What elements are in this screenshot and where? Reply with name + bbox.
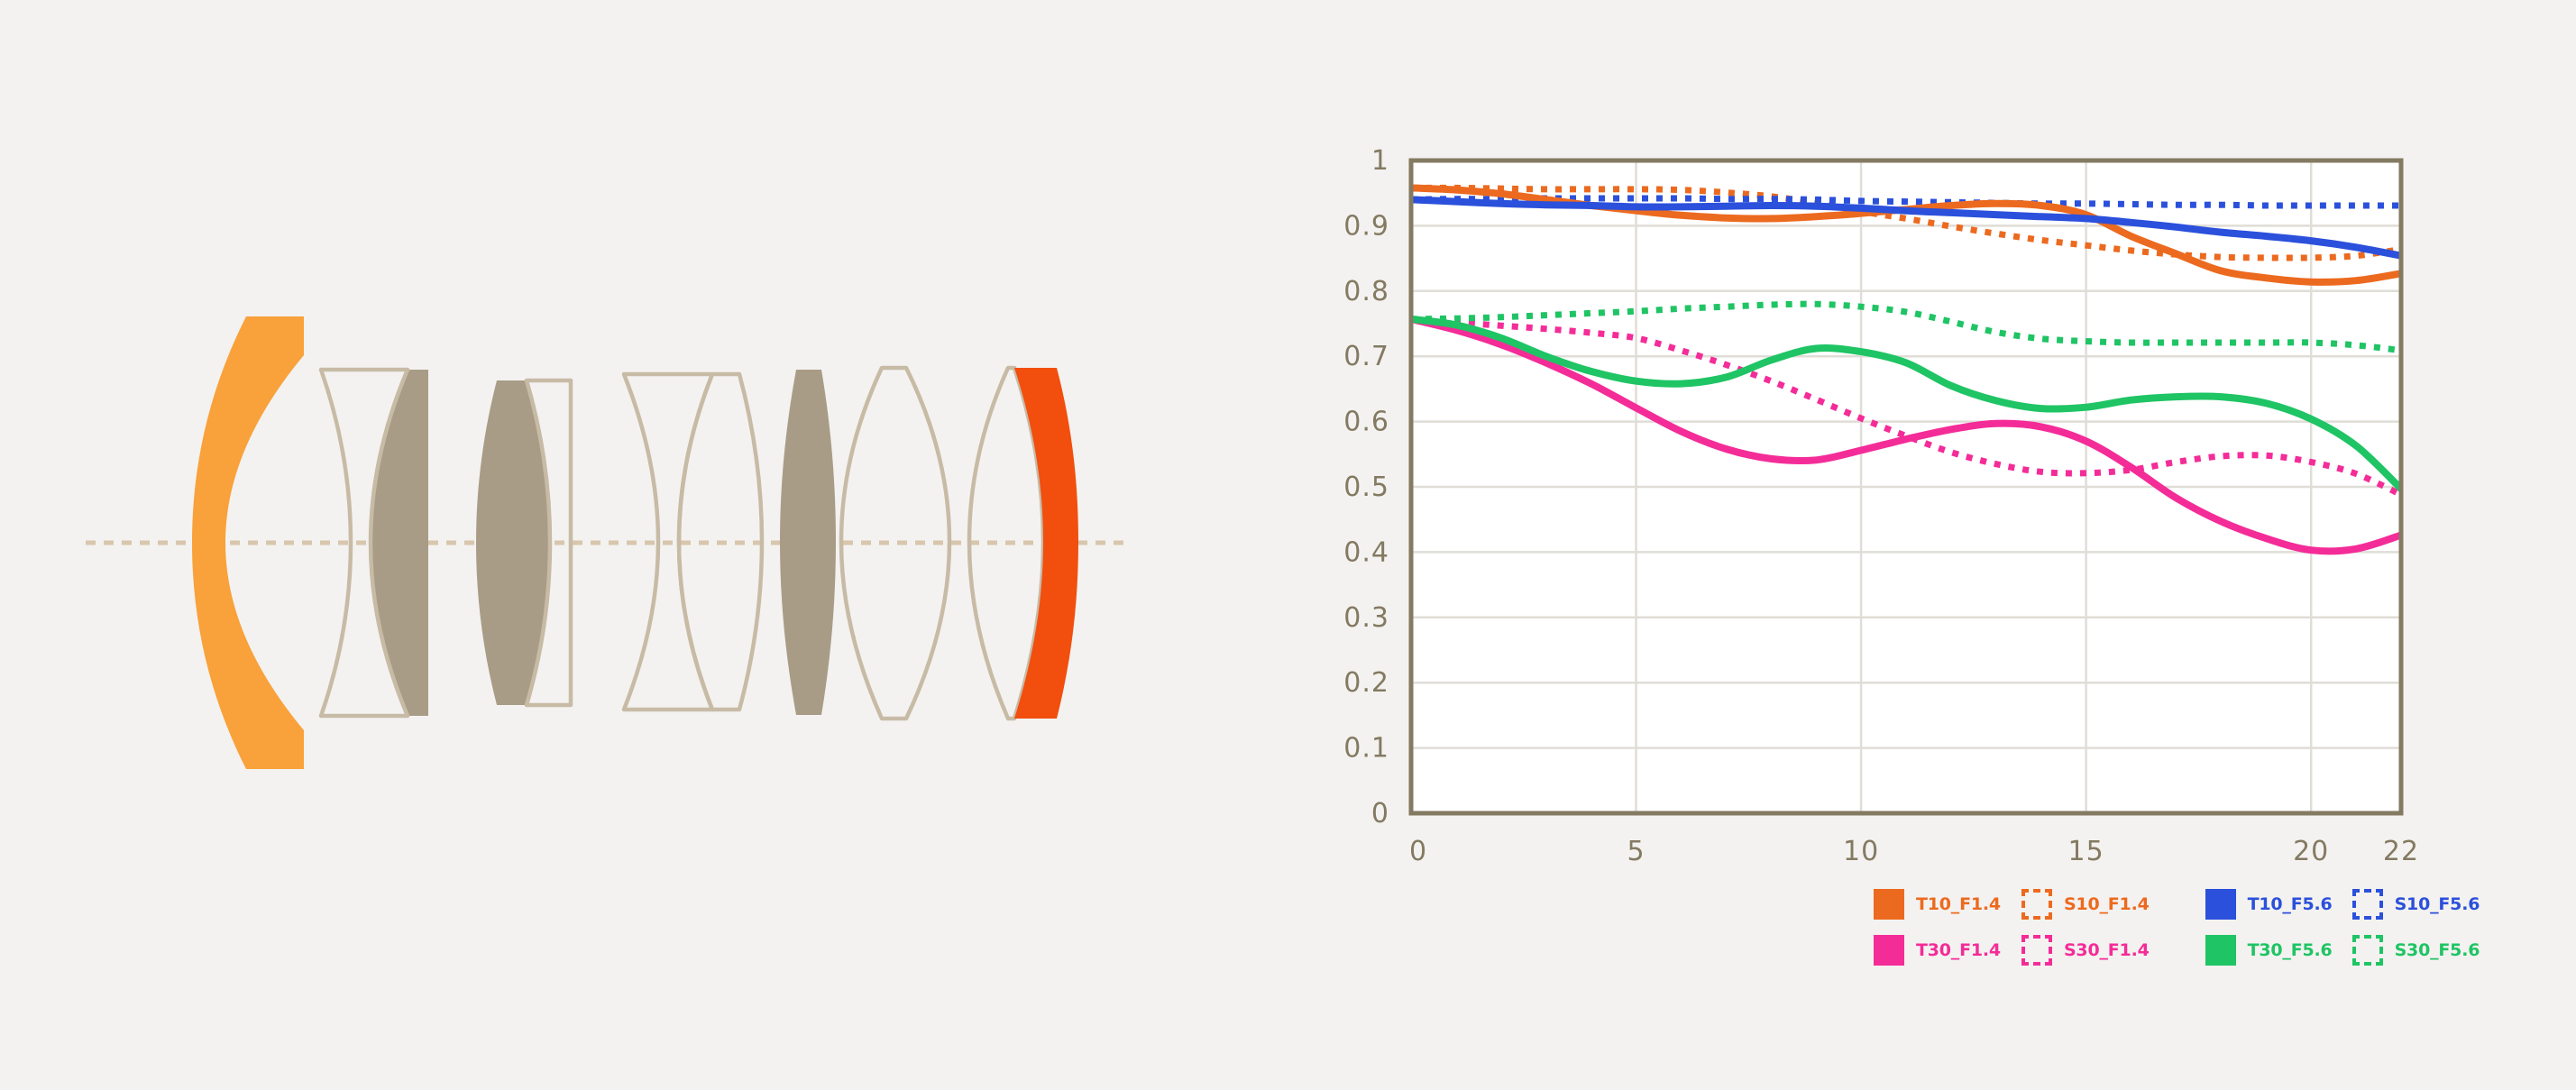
- x-axis-tick-label: 10: [1843, 836, 1879, 867]
- y-axis-tick-label: 1: [1371, 145, 1389, 177]
- legend-solid-swatch-icon: [2205, 889, 2236, 920]
- y-axis-tick-label: 0.4: [1343, 536, 1389, 568]
- x-axis-tick-label: 5: [1627, 836, 1645, 867]
- y-axis-tick-label: 0: [1371, 798, 1389, 829]
- y-axis-tick-label: 0.2: [1343, 667, 1389, 699]
- lens-element-front-meniscus: [192, 316, 304, 769]
- legend-item-T10_F5.6: T10_F5.6: [2205, 889, 2333, 920]
- y-axis-tick-label: 0.9: [1343, 210, 1389, 242]
- y-axis-tick-label: 0.3: [1343, 602, 1389, 634]
- lens-element-biconvex-filled: [476, 380, 550, 705]
- lens-element-rear-meniscus: [1014, 368, 1078, 719]
- lens-diagram: [86, 316, 1130, 769]
- lens-element-biconvex-outline: [676, 371, 765, 712]
- x-axis-tick-label: 20: [2293, 836, 2329, 867]
- legend-item-T30_F5.6: T30_F5.6: [2205, 935, 2333, 966]
- legend-dotted-swatch-icon: [2021, 889, 2052, 920]
- x-axis-tick-label: 0: [1409, 836, 1427, 867]
- legend-dotted-swatch-icon: [2021, 935, 2052, 966]
- legend-dotted-swatch-icon: [2351, 935, 2383, 966]
- legend-item-S10_F1.4: S10_F1.4: [2021, 889, 2150, 920]
- lens-element-biconcave-outline: [318, 367, 410, 719]
- y-axis-tick-label: 0.5: [1343, 472, 1389, 503]
- legend-label: S10_F1.4: [2063, 894, 2150, 914]
- legend-solid-swatch-icon: [2205, 935, 2236, 966]
- lens-element-convex-filled: [371, 370, 428, 716]
- legend-item-S10_F5.6: S10_F5.6: [2351, 889, 2480, 920]
- chart-legend: T10_F1.4 S10_F1.4 T10_F5.6 S10_F5.6 T30_F1.4…: [1874, 889, 2480, 981]
- y-axis-tick-label: 0.8: [1343, 276, 1389, 307]
- legend-solid-swatch-icon: [1874, 935, 1904, 966]
- lens-element-plano-outline: [524, 378, 573, 708]
- legend-label: S30_F5.6: [2394, 940, 2480, 960]
- y-axis-tick-label: 0.6: [1343, 407, 1389, 438]
- x-axis-tick-label: 15: [2068, 836, 2104, 867]
- lens-element-biconvex-outline-2: [839, 365, 952, 721]
- legend-label: T10_F5.6: [2247, 894, 2333, 914]
- legend-solid-swatch-icon: [1874, 889, 1904, 920]
- legend-row: T10_F1.4 S10_F1.4 T10_F5.6 S10_F5.6: [1874, 889, 2480, 920]
- curve-T30_F1.4: [1411, 315, 2401, 555]
- curve-T10_F5.6: [1411, 196, 2401, 260]
- legend-item-S30_F5.6: S30_F5.6: [2351, 935, 2480, 966]
- legend-item-S30_F1.4: S30_F1.4: [2021, 935, 2150, 966]
- legend-label: T30_F5.6: [2247, 940, 2333, 960]
- y-axis-tick-label: 0.7: [1343, 341, 1389, 372]
- legend-item-T30_F1.4: T30_F1.4: [1874, 935, 2001, 966]
- legend-label: T30_F1.4: [1916, 940, 2001, 960]
- chart-border: [1408, 158, 2404, 816]
- legend-dotted-swatch-icon: [2351, 889, 2383, 920]
- legend-item-T10_F1.4: T10_F1.4: [1874, 889, 2001, 920]
- lens-element-thin-biconvex-filled: [780, 370, 836, 715]
- curve-S30_F5.6: [1411, 300, 2401, 354]
- legend-row: T30_F1.4 S30_F1.4 T30_F5.6 S30_F5.6: [1874, 935, 2480, 966]
- curve-S10_F5.6: [1411, 195, 2401, 209]
- curve-S10_F1.4: [1411, 184, 2401, 261]
- curve-T30_F5.6: [1411, 315, 2401, 493]
- legend-label: T10_F1.4: [1916, 894, 2001, 914]
- y-axis-tick-label: 0.1: [1343, 733, 1389, 765]
- x-axis-tick-label: 22: [2383, 836, 2419, 867]
- legend-label: S10_F5.6: [2394, 894, 2480, 914]
- legend-label: S30_F1.4: [2063, 940, 2150, 960]
